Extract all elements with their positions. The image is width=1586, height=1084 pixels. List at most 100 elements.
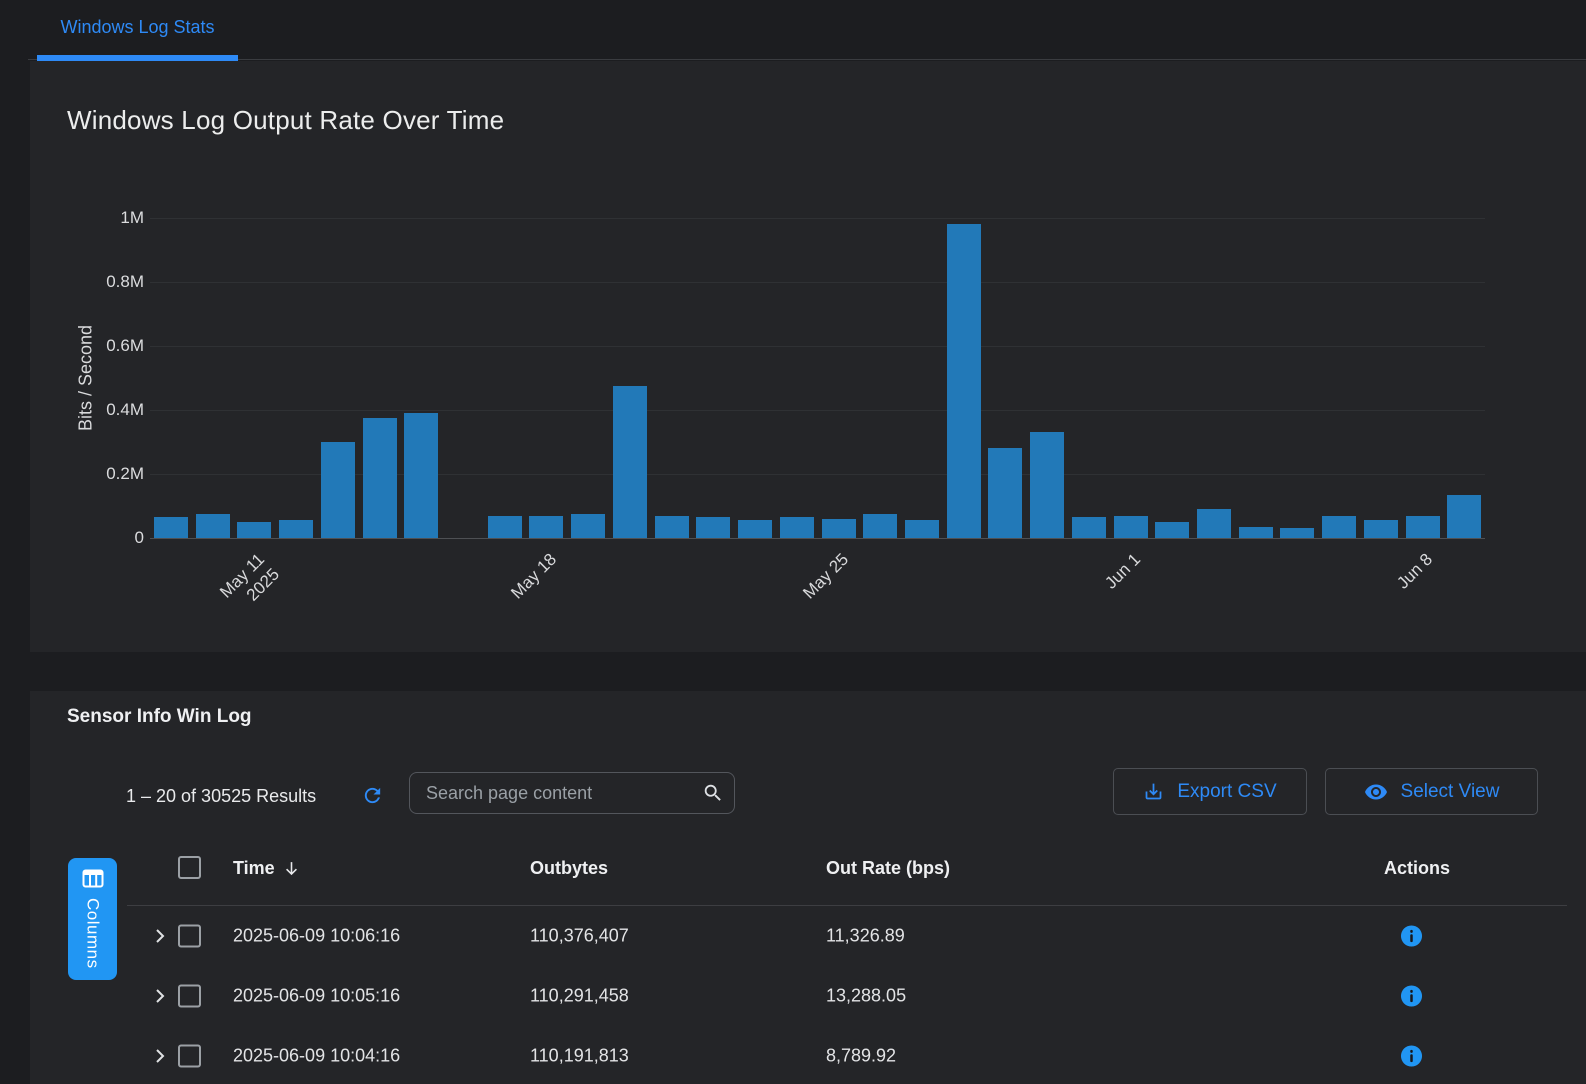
row-checkbox[interactable]: [178, 924, 201, 948]
table-row: 2025-06-09 10:05:16 110,291,458 13,288.05: [30, 966, 1586, 1026]
chart-bar: [738, 520, 773, 538]
cell-time: 2025-06-09 10:05:16: [233, 985, 401, 1006]
select-all-checkbox[interactable]: [178, 856, 201, 879]
y-tick-label: 0.2M: [106, 464, 144, 483]
chart-bar: [362, 418, 397, 538]
gridline: [150, 217, 1485, 219]
y-tick-label: 0.8M: [106, 272, 144, 291]
chart-bar: [821, 518, 856, 538]
select-view-button[interactable]: Select View: [1325, 768, 1538, 815]
y-tick-label: 1M: [120, 208, 144, 227]
chart-bar: [946, 224, 981, 538]
column-header-outrate[interactable]: Out Rate (bps): [826, 858, 950, 878]
chart-bar: [154, 517, 189, 538]
cell-out-rate: 11,326.89: [826, 925, 905, 946]
x-tick-label: Jun 8: [1393, 549, 1437, 593]
results-count: 1 – 20 of 30525 Results: [126, 786, 317, 806]
x-tick-label: May 11 2025: [216, 549, 284, 605]
plot-area: May 11 2025 May 18 May 25 Jun 1 Jun 8: [150, 217, 1485, 605]
x-tick-label: Jun 1: [1101, 549, 1145, 593]
chart-bar: [1113, 515, 1148, 538]
expand-chevron-icon[interactable]: [152, 988, 168, 1004]
cell-time: 2025-06-09 10:04:16: [233, 1045, 401, 1066]
chart-bar: [1155, 522, 1190, 538]
chart-bar: [1238, 526, 1273, 538]
search-input[interactable]: [410, 773, 702, 813]
chart-card: Windows Log Output Rate Over Time Bits /…: [30, 61, 1586, 652]
cell-out-rate: 8,789.92: [826, 1045, 897, 1066]
tab-label: Windows Log Stats: [60, 17, 215, 37]
columns-button[interactable]: Columns: [68, 858, 117, 980]
search-box: [409, 772, 735, 814]
select-view-label: Select View: [1400, 780, 1500, 802]
gridline: [150, 409, 1485, 411]
expand-chevron-icon[interactable]: [152, 1048, 168, 1064]
columns-label: Columns: [83, 898, 103, 969]
y-axis: 0 0.2M 0.4M 0.6M 0.8M 1M: [30, 61, 146, 652]
chart-bar: [1322, 515, 1357, 538]
chart-bar: [1405, 515, 1440, 538]
info-icon[interactable]: [1400, 985, 1423, 1008]
row-checkbox[interactable]: [178, 984, 201, 1008]
x-tick-label: May 25: [799, 549, 853, 603]
gridline: [150, 537, 1485, 539]
chart-bar: [1030, 432, 1065, 538]
chart-bar: [1280, 528, 1315, 538]
column-header-outbytes[interactable]: Outbytes: [530, 858, 609, 878]
tab-bar-divider: [28, 59, 1586, 60]
y-tick-label: 0.4M: [106, 400, 144, 419]
chart-bar: [571, 514, 606, 538]
chart-bar: [1447, 494, 1482, 538]
expand-chevron-icon[interactable]: [152, 928, 168, 944]
gridline: [150, 281, 1485, 283]
eye-icon: [1364, 780, 1388, 804]
gridline: [150, 473, 1485, 475]
column-header-time-label: Time: [233, 858, 275, 878]
chart-bar: [529, 515, 564, 538]
chart-bar: [988, 448, 1023, 538]
chart-bar: [1196, 509, 1231, 538]
info-icon[interactable]: [1400, 1045, 1423, 1068]
column-header-time[interactable]: Time: [233, 857, 301, 879]
table-body: 2025-06-09 10:06:16 110,376,407 11,326.89 2…: [30, 691, 1586, 1084]
cell-outbytes: 110,191,813: [530, 1045, 629, 1066]
chart-bar: [696, 517, 731, 538]
export-csv-button[interactable]: Export CSV: [1113, 768, 1307, 815]
cell-outbytes: 110,291,458: [530, 985, 629, 1006]
y-tick-label: 0: [134, 528, 144, 547]
sort-desc-icon: [282, 859, 301, 878]
export-csv-label: Export CSV: [1177, 780, 1277, 802]
chart-bar: [195, 514, 230, 538]
chart-bar: [779, 517, 814, 538]
chart-bar: [237, 522, 272, 538]
table-columns-icon: [82, 869, 104, 891]
chart-bar: [1363, 520, 1398, 538]
gridline: [150, 345, 1485, 347]
column-header-actions: Actions: [1384, 858, 1451, 878]
table-row: 2025-06-09 10:04:16 110,191,813 8,789.92: [30, 1026, 1586, 1084]
chart-title: Windows Log Output Rate Over Time: [67, 105, 505, 135]
chart-bar: [654, 515, 689, 538]
chart-bar: [612, 386, 647, 538]
chart-bar: [487, 515, 522, 538]
active-tab-indicator: [37, 55, 238, 61]
cell-outbytes: 110,376,407: [530, 925, 629, 946]
y-tick-label: 0.6M: [106, 336, 144, 355]
chart-bar: [904, 520, 939, 538]
download-icon: [1143, 781, 1164, 802]
info-icon[interactable]: [1400, 925, 1423, 948]
chart-bar: [863, 514, 898, 538]
tab-bar: Windows Log Stats: [0, 0, 1586, 61]
header-divider: [127, 905, 1567, 906]
search-icon[interactable]: [702, 782, 724, 804]
table-row: 2025-06-09 10:06:16 110,376,407 11,326.89: [30, 906, 1586, 966]
chart-bar: [1071, 517, 1106, 538]
chart-bar: [404, 413, 439, 538]
row-checkbox[interactable]: [178, 1044, 201, 1068]
table-title: Sensor Info Win Log: [67, 706, 252, 727]
cell-out-rate: 13,288.05: [826, 985, 907, 1006]
chart-bar: [320, 442, 355, 538]
chart-bar: [279, 520, 314, 538]
tab-windows-log-stats[interactable]: Windows Log Stats: [37, 0, 238, 61]
